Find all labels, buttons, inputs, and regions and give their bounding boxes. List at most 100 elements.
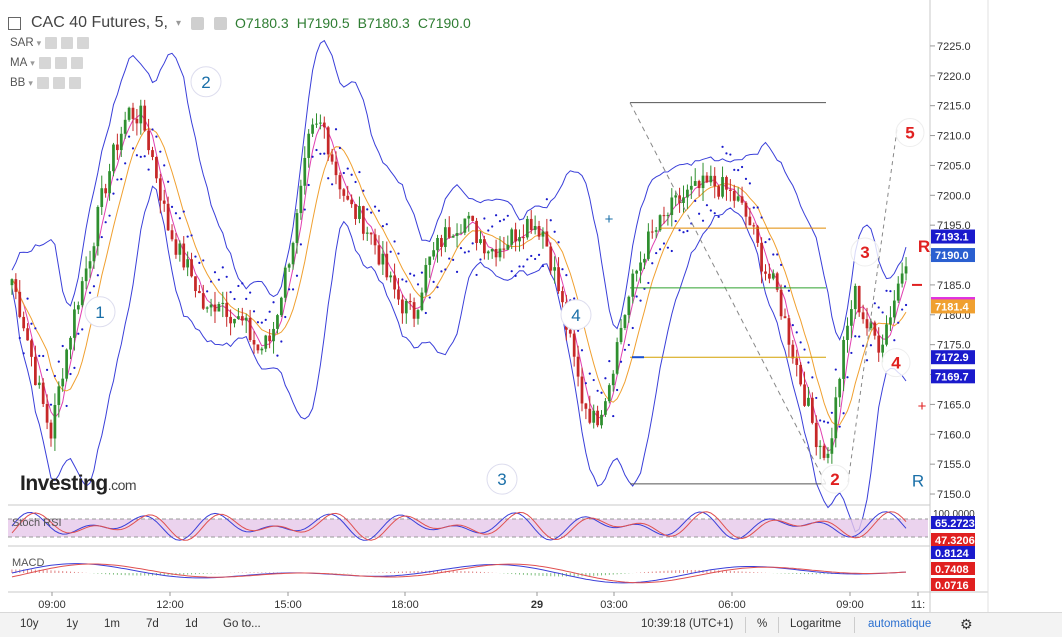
sar-dot bbox=[721, 145, 724, 148]
sar-dot bbox=[768, 238, 771, 241]
candle-body bbox=[486, 251, 490, 254]
sar-dot bbox=[522, 265, 525, 268]
candle-body bbox=[455, 233, 459, 236]
sar-dot bbox=[780, 263, 783, 266]
sar-dot bbox=[397, 252, 400, 255]
candle-body bbox=[92, 246, 96, 262]
sar-dot bbox=[233, 297, 236, 301]
eye-icon[interactable] bbox=[190, 16, 204, 30]
eye-icon[interactable] bbox=[38, 57, 51, 69]
sar-dot bbox=[826, 421, 830, 424]
sar-dot bbox=[889, 290, 892, 293]
gear-icon[interactable]: ⚙ bbox=[960, 616, 973, 632]
candle-body bbox=[276, 315, 279, 329]
sar-dot bbox=[147, 168, 150, 171]
candle-body bbox=[514, 229, 517, 242]
candle-body bbox=[689, 185, 693, 190]
sar-dot bbox=[901, 308, 904, 311]
range-7d[interactable]: 7d bbox=[146, 618, 159, 630]
candle-body bbox=[123, 119, 127, 134]
sar-dot bbox=[862, 344, 865, 347]
indicator-ma[interactable]: MA ▾ bbox=[10, 57, 83, 69]
ohlc-close: C7190.0 bbox=[417, 15, 471, 31]
candle-body bbox=[545, 231, 549, 247]
stoch-value: 47.3206 bbox=[935, 535, 975, 547]
candle-body bbox=[170, 230, 174, 240]
log-toggle[interactable]: Logaritme bbox=[790, 618, 842, 630]
candle-body bbox=[135, 118, 139, 124]
gear-icon[interactable] bbox=[213, 16, 227, 30]
candle-body bbox=[736, 196, 740, 201]
candle-body bbox=[611, 373, 615, 386]
sar-dot bbox=[112, 192, 115, 195]
gear-icon[interactable] bbox=[52, 77, 65, 89]
sar-dot bbox=[819, 419, 822, 422]
candle-body bbox=[322, 122, 326, 128]
candle-body bbox=[119, 133, 123, 151]
close-icon[interactable] bbox=[77, 37, 90, 49]
sar-dot bbox=[420, 271, 424, 274]
sar-dot bbox=[30, 322, 33, 325]
sar-dot bbox=[534, 257, 537, 261]
chevron-down-icon[interactable]: ▾ bbox=[28, 77, 33, 88]
macd-value-box bbox=[931, 578, 975, 591]
chevron-down-icon[interactable]: ▾ bbox=[175, 17, 181, 29]
eye-icon[interactable] bbox=[45, 37, 58, 49]
goto-button[interactable]: Go to... bbox=[223, 618, 261, 630]
sar-dot bbox=[635, 295, 638, 298]
sar-dot bbox=[584, 382, 587, 385]
candle-body bbox=[34, 356, 37, 386]
eye-icon[interactable] bbox=[36, 77, 49, 89]
auto-toggle[interactable]: automatique bbox=[868, 618, 932, 630]
bb-lower-line bbox=[11, 185, 907, 533]
sar-dot bbox=[280, 340, 283, 343]
sar-dot bbox=[647, 281, 650, 285]
candle-body bbox=[358, 206, 361, 219]
sar-dot bbox=[631, 326, 634, 330]
indicator-bb[interactable]: BB ▾ bbox=[10, 77, 81, 89]
range-1d[interactable]: 1d bbox=[185, 618, 198, 630]
divider bbox=[745, 617, 746, 633]
chevron-down-icon[interactable]: ▾ bbox=[30, 57, 35, 68]
candle-body bbox=[401, 299, 404, 314]
range-10y[interactable]: 10y bbox=[20, 618, 39, 630]
sar-dot bbox=[553, 230, 556, 233]
sar-dot bbox=[459, 247, 463, 250]
stoch-upper-tick: 100.0000 bbox=[933, 509, 975, 520]
y-tick-label: 7215.0 bbox=[937, 101, 971, 113]
candle-body bbox=[428, 256, 432, 265]
sar-dot bbox=[893, 339, 896, 342]
sar-dot bbox=[717, 215, 720, 218]
sar-dot bbox=[385, 223, 388, 226]
candle-body bbox=[787, 318, 791, 345]
candle-body bbox=[26, 328, 29, 341]
ma-slow-line bbox=[11, 127, 907, 426]
price-label: 7172.9 bbox=[935, 352, 969, 364]
range-1y[interactable]: 1y bbox=[66, 618, 79, 630]
sar-dot bbox=[45, 368, 49, 371]
chevron-down-icon[interactable]: ▾ bbox=[36, 37, 42, 48]
sar-dot bbox=[229, 290, 232, 294]
close-icon[interactable] bbox=[70, 57, 83, 69]
sar-dot bbox=[541, 264, 545, 268]
close-icon[interactable] bbox=[68, 77, 81, 89]
y-tick-label: 7165.0 bbox=[937, 399, 971, 411]
sar-dot bbox=[694, 199, 697, 202]
sar-dot bbox=[77, 332, 80, 335]
sar-dot bbox=[116, 178, 119, 181]
collapse-icon[interactable] bbox=[8, 16, 21, 30]
sar-dot bbox=[264, 318, 267, 321]
percent-toggle[interactable]: % bbox=[757, 618, 768, 630]
price-label-box bbox=[931, 299, 975, 314]
ohlc-high: H7190.5 bbox=[296, 15, 350, 31]
candle-body bbox=[705, 175, 709, 183]
sar-dot bbox=[202, 259, 205, 262]
range-1m[interactable]: 1m bbox=[104, 618, 120, 630]
candle-body bbox=[307, 133, 311, 158]
candlesticks bbox=[10, 99, 908, 464]
gear-icon[interactable] bbox=[54, 57, 67, 69]
gear-icon[interactable] bbox=[61, 37, 74, 49]
indicator-sar[interactable]: SAR ▾ bbox=[10, 37, 90, 49]
